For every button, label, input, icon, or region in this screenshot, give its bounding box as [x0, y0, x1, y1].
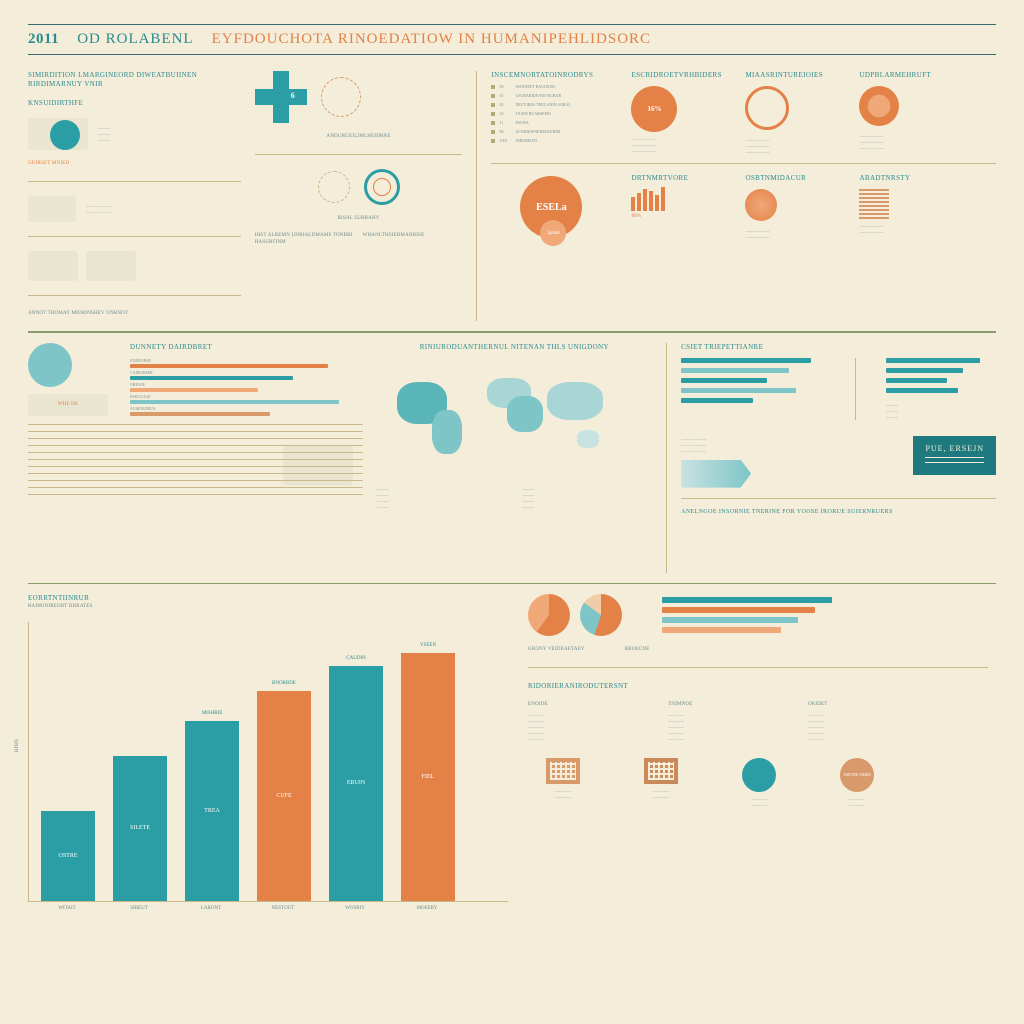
cross-value: 6 [291, 91, 295, 100]
mr-top: CSIET TRIEPETTIANRE [681, 343, 996, 352]
teal-blob-icon [28, 343, 72, 387]
big-circle-label: ESELa [536, 202, 567, 213]
tr-sub-section: DRTNMRTVORE [631, 174, 731, 183]
pie-label-2: BROECNE [625, 646, 650, 653]
tl-stat-label: GUIRSET MNIED [28, 160, 241, 167]
faded-text-block [283, 445, 353, 485]
mid-right-panel: CSIET TRIEPETTIANRE ————————— ——— ——————… [681, 343, 996, 573]
top-mid-panel: 6 ANDURGEILIMLHEIDRNE RISAL SURRAHV IHST… [255, 71, 463, 321]
col-head-2: TNIMNOE [668, 701, 788, 708]
icon-grid-row1: ENOIDE ———————————————————— TNIMNOE ————… [528, 701, 988, 742]
tag-box-label: PUE, ERSEJN [925, 444, 984, 453]
bar: SILETE [113, 746, 167, 901]
building-icon [644, 758, 678, 784]
title-part-b: EYFDOUCHOTA RINOEDATIOW IN HUMANIPEHLIDS… [212, 31, 651, 48]
list-item: 10TILEM RUARSEMN [491, 111, 611, 117]
top-region: SIMIRDITION LMARGINEORD DIWEATBUIINEN RI… [28, 71, 996, 321]
dotted-circle-icon [318, 171, 350, 203]
tr-cat-a: OSBTNMIDACUR [745, 174, 845, 183]
tr-m3-text: —————————————————— [859, 133, 959, 151]
list-item: 00WANNEET RAUIDOM [491, 84, 611, 90]
tl-stat-lines: ————————— [98, 125, 241, 143]
tm-desc1: IHST ALREMN UNRIALDMAMS TONBRI HASURTINM [255, 232, 355, 246]
tr-list-heading: INSCEMNORTATOINRODRYS [491, 71, 611, 80]
building-icon-grid: ———————— ———————— ———————— ASETDE OMEE —… [528, 758, 988, 808]
col-head-1: ENOIDE [528, 701, 648, 708]
tag-box: PUE, ERSEJN [913, 436, 996, 475]
list-item: 01CSURARIDIVER NICBAR [491, 93, 611, 99]
bar: VSEEN FIEL [401, 643, 455, 901]
pie-set [528, 594, 988, 636]
mid-left-panel: WHE DE DUNNETY DAIRDBRET EXDEORSECAIRODS… [28, 343, 363, 573]
arrow-shape-icon [681, 460, 751, 488]
teal-circle-metric [742, 758, 776, 792]
globe-outline-icon [321, 77, 361, 117]
list-item: 11ESUNA [491, 120, 611, 126]
dotted-metric-icon [859, 86, 899, 126]
tr-list: 00WANNEET RAUIDOM 01CSURARIDIVER NICBAR 02… [491, 84, 611, 144]
mr-bars-a [681, 358, 825, 406]
building-icon [546, 758, 580, 784]
mr-sub: ANELNGOE INSORNIE TNERINE FOR YOOSE IROR… [681, 509, 996, 517]
bot-right-panel: GRONY VEIDEAETAEY BROECNE RIDORIERANIROD… [528, 594, 988, 964]
mini-bars [631, 187, 731, 211]
title-part-a: OD ROLABENL [77, 31, 193, 48]
tr-m1-text: —————————————————— [631, 136, 731, 154]
texture-circle-icon [745, 189, 777, 221]
mc-title: RINIURODUANTHERNUL NITENAN THLS UNIGDONY [377, 343, 653, 352]
pie-1 [528, 594, 570, 636]
top-left-panel: SIMIRDITION LMARGINEORD DIWEATBUIINEN RI… [28, 71, 241, 321]
list-item: 1001INBORIETD [491, 138, 611, 144]
col-head-3: ORIDET [808, 701, 928, 708]
tan-circle-metric: ASETDE OMEE [840, 758, 874, 792]
grid-square-icon [859, 189, 889, 219]
tm-item1: RISAL SURRAHV [255, 215, 463, 222]
world-map [377, 352, 653, 482]
medical-cross-icon [255, 71, 307, 123]
pie-label-1: GRONY VEIDEAETAEY [528, 646, 585, 653]
bc-section-label: EORRTNTIINRUR [28, 594, 508, 603]
tm-sub1: ANDURGEILIMLHEIDRNE [255, 133, 463, 140]
pie-2 [580, 594, 622, 636]
tr-h3: UDPBLARMEHRUFT [859, 71, 959, 80]
mid-center-panel: RINIURODUANTHERNUL NITENAN THLS UNIGDONY… [377, 343, 653, 573]
tr-m2-text: —————————————————— [745, 137, 845, 155]
ring-icon [364, 169, 400, 205]
bar: CAUDIN ERUIN [329, 656, 383, 901]
gradient-bars [662, 597, 832, 633]
tl-subheading: KNSUIDIRTHFE [28, 99, 241, 108]
tr-h2: MIAASRINTUREIOIES [745, 71, 845, 80]
tl-footer: ANNOT TROMAY MIDRINSHEV UNRNOT [28, 310, 241, 317]
ring-metric-icon [745, 86, 789, 130]
bar: BNORRDE CUFE [257, 681, 311, 901]
y-axis-label: BINN [14, 739, 21, 752]
tr-h1: ESCRIDROETVRHBIDERS [631, 71, 731, 80]
bar: OSTRE [41, 801, 95, 901]
bar-chart: BINN OSTRE SILETEMISHRIE TREABNORRDE CUF… [28, 622, 508, 902]
tr-cat-b: ABADTNRSTY [859, 174, 959, 183]
circle-icon [50, 120, 80, 150]
bc-section-sub: RADRINIREORT DHRATES [28, 603, 508, 610]
mid-left-stat: WHE DE [58, 401, 79, 408]
mr-bars-b [886, 358, 996, 396]
list-item: 02DEUYIRES TRULANIN SORAL [491, 102, 611, 108]
report-title: 2011 OD ROLABENL EYFDOUCHOTA RINOEDATIOW… [28, 24, 996, 55]
tl-heading: SIMIRDITION LMARGINEORD DIWEATBUIINEN RI… [28, 71, 241, 89]
bottom-region: EORRTNTIINRUR RADRINIREORT DHRATES BINN … [28, 594, 996, 964]
list-item: 80ACNEROFNERSEDURIM [491, 129, 611, 135]
mid-left-hbars: EXDEORSECAIRODSERORIDOEESSCCOGEAUMOEDRUS [130, 358, 363, 416]
br-section2: RIDORIERANIRODUTERSNT [528, 682, 988, 691]
top-right-panel: INSCEMNORTATOINRODRYS 00WANNEET RAUIDOM0… [491, 71, 996, 321]
bar-chart-panel: EORRTNTIINRUR RADRINIREORT DHRATES BINN … [28, 594, 508, 964]
small-orange-circle: Spatal [540, 220, 566, 246]
tm-desc2: WHANLTHSIERMANRISE [363, 232, 463, 239]
bar-x-labels: WITAITSIREUTLARONTNESTOUTWOSRIYMOEERY [28, 906, 508, 911]
tl-row2: ——— —————— ——— [86, 203, 111, 215]
mid-region: WHE DE DUNNETY DAIRDBRET EXDEORSECAIRODS… [28, 343, 996, 573]
ml-heading: DUNNETY DAIRDBRET [130, 343, 363, 352]
tr-stat-val: 88% [631, 213, 731, 220]
metric-circle-1: 16% [631, 86, 677, 132]
bar: MISHRIE TREA [185, 711, 239, 901]
title-year: 2011 [28, 31, 59, 48]
